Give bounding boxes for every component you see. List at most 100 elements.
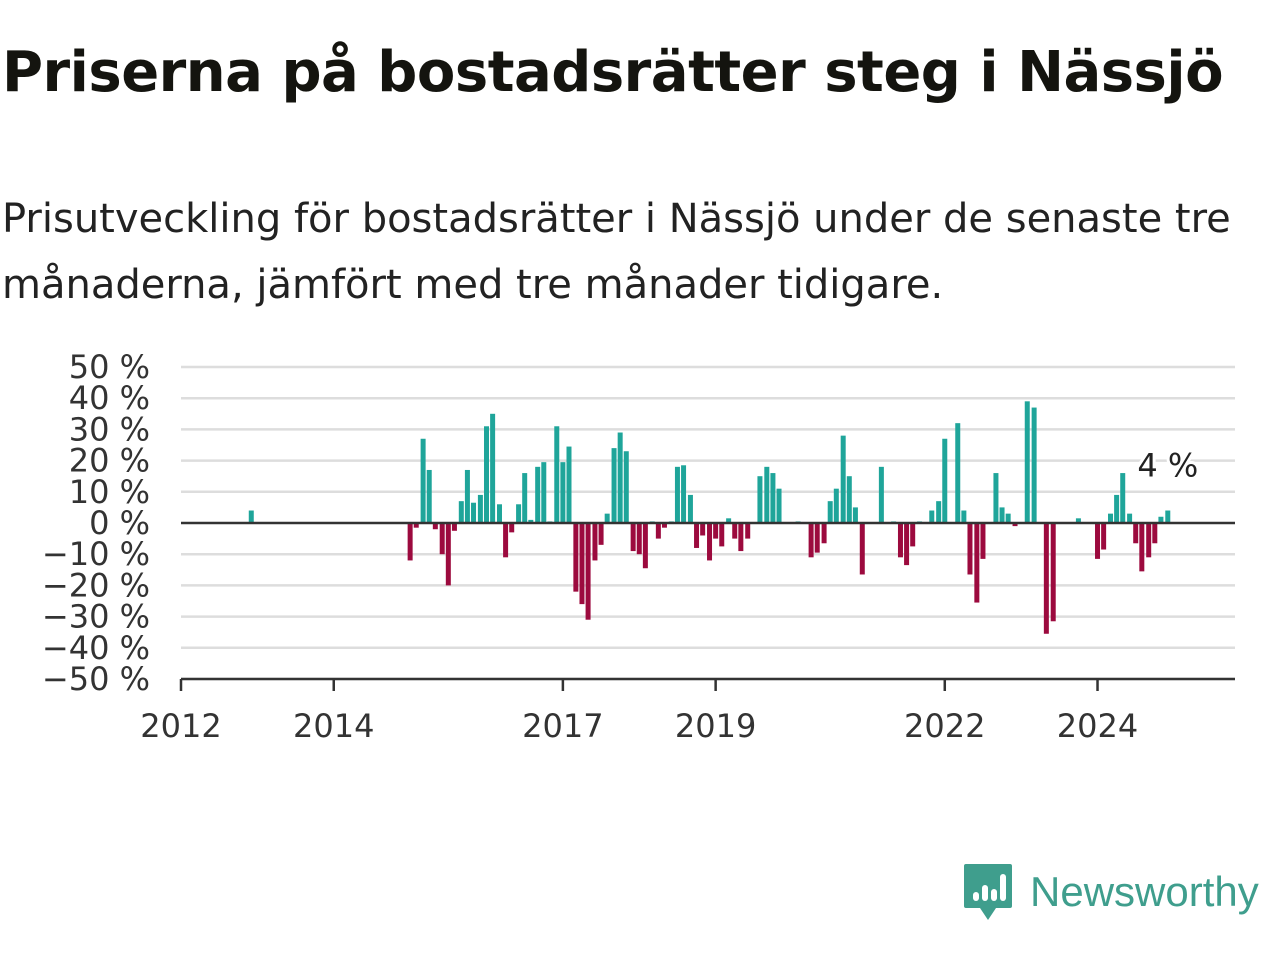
bar (1114, 494, 1120, 523)
bar (598, 523, 604, 545)
bar (407, 523, 413, 561)
newsworthy-logo-icon (964, 864, 1012, 920)
bar (1133, 523, 1139, 544)
bar (1127, 513, 1133, 523)
y-tick-label: −30 % (42, 598, 150, 636)
bar (974, 523, 980, 603)
bar (808, 523, 814, 558)
bar (554, 426, 560, 523)
bar (413, 523, 419, 528)
bar (936, 501, 942, 523)
bar (674, 466, 680, 523)
bar (484, 426, 490, 523)
y-tick-label: −40 % (42, 629, 150, 667)
bar (1146, 523, 1152, 558)
bar (833, 488, 839, 523)
bar (630, 523, 636, 552)
bar (687, 494, 693, 523)
bar (636, 523, 642, 555)
bar (1139, 523, 1145, 572)
y-axis-tick-labels: 50 %40 %30 %20 %10 %0 %−10 %−20 %−30 %−4… (42, 348, 150, 698)
bar (700, 523, 706, 536)
bar (1005, 513, 1011, 523)
bar (655, 523, 661, 539)
bar (573, 523, 579, 592)
y-tick-label: 50 % (69, 348, 150, 386)
bar (579, 523, 585, 605)
bar (713, 523, 719, 539)
bar (757, 476, 763, 523)
bar (1050, 523, 1056, 622)
y-tick-label: 10 % (69, 473, 150, 511)
bar (942, 438, 948, 523)
bar (503, 523, 509, 558)
bar (745, 523, 751, 539)
bar (955, 423, 961, 523)
bar (840, 435, 846, 523)
bar (432, 523, 438, 530)
bar (1108, 513, 1114, 523)
bar (764, 466, 770, 523)
bar (426, 469, 432, 523)
page-subtitle: Prisutveckling för bostadsrätter i Nässj… (2, 196, 1231, 308)
bar (707, 523, 713, 561)
bar (1152, 523, 1158, 544)
y-tick-label: 0 % (89, 504, 150, 542)
y-tick-label: 20 % (69, 442, 150, 480)
bar (471, 502, 477, 523)
bar (477, 494, 483, 523)
bar (592, 523, 598, 561)
bar (681, 465, 687, 523)
bar (961, 510, 967, 523)
bar (910, 523, 916, 547)
bar (1024, 401, 1030, 523)
bar (661, 523, 667, 528)
x-tick-label: 2019 (675, 707, 756, 745)
bar (859, 523, 865, 575)
bar (496, 504, 502, 523)
bar (878, 466, 884, 523)
bar (967, 523, 973, 575)
bars (248, 401, 1171, 634)
bar (617, 432, 623, 523)
bar (732, 523, 738, 539)
bar (522, 473, 528, 523)
last-value-label: 4 % (1137, 447, 1198, 485)
bar (929, 510, 935, 523)
bar (1165, 510, 1171, 523)
bar (445, 523, 451, 586)
bar (770, 473, 776, 523)
bar (821, 523, 827, 544)
bar (535, 466, 541, 523)
brand: Newsworthy (962, 862, 1259, 922)
bar (541, 462, 547, 523)
bar (623, 451, 629, 523)
y-tick-label: −50 % (42, 660, 150, 698)
bar (1012, 523, 1018, 527)
y-tick-label: 40 % (69, 379, 150, 417)
bar (694, 523, 700, 548)
bar (420, 438, 426, 523)
bar (1101, 523, 1107, 550)
bar (585, 523, 591, 620)
bar (1031, 407, 1037, 523)
bar (852, 507, 858, 523)
bar (604, 513, 610, 523)
bar (516, 504, 522, 523)
bar (776, 488, 782, 523)
bar (509, 523, 515, 533)
bar (464, 469, 470, 523)
bar (560, 462, 566, 523)
bar (814, 523, 820, 553)
bar (1095, 523, 1101, 559)
bar (897, 523, 903, 558)
bar (993, 473, 999, 523)
bar (846, 476, 852, 523)
bar (719, 523, 725, 547)
bar (1043, 523, 1049, 634)
bar (1158, 516, 1164, 523)
x-tick-label: 2022 (904, 707, 985, 745)
bar (458, 501, 464, 523)
bar (827, 501, 833, 523)
axes (181, 521, 1235, 681)
